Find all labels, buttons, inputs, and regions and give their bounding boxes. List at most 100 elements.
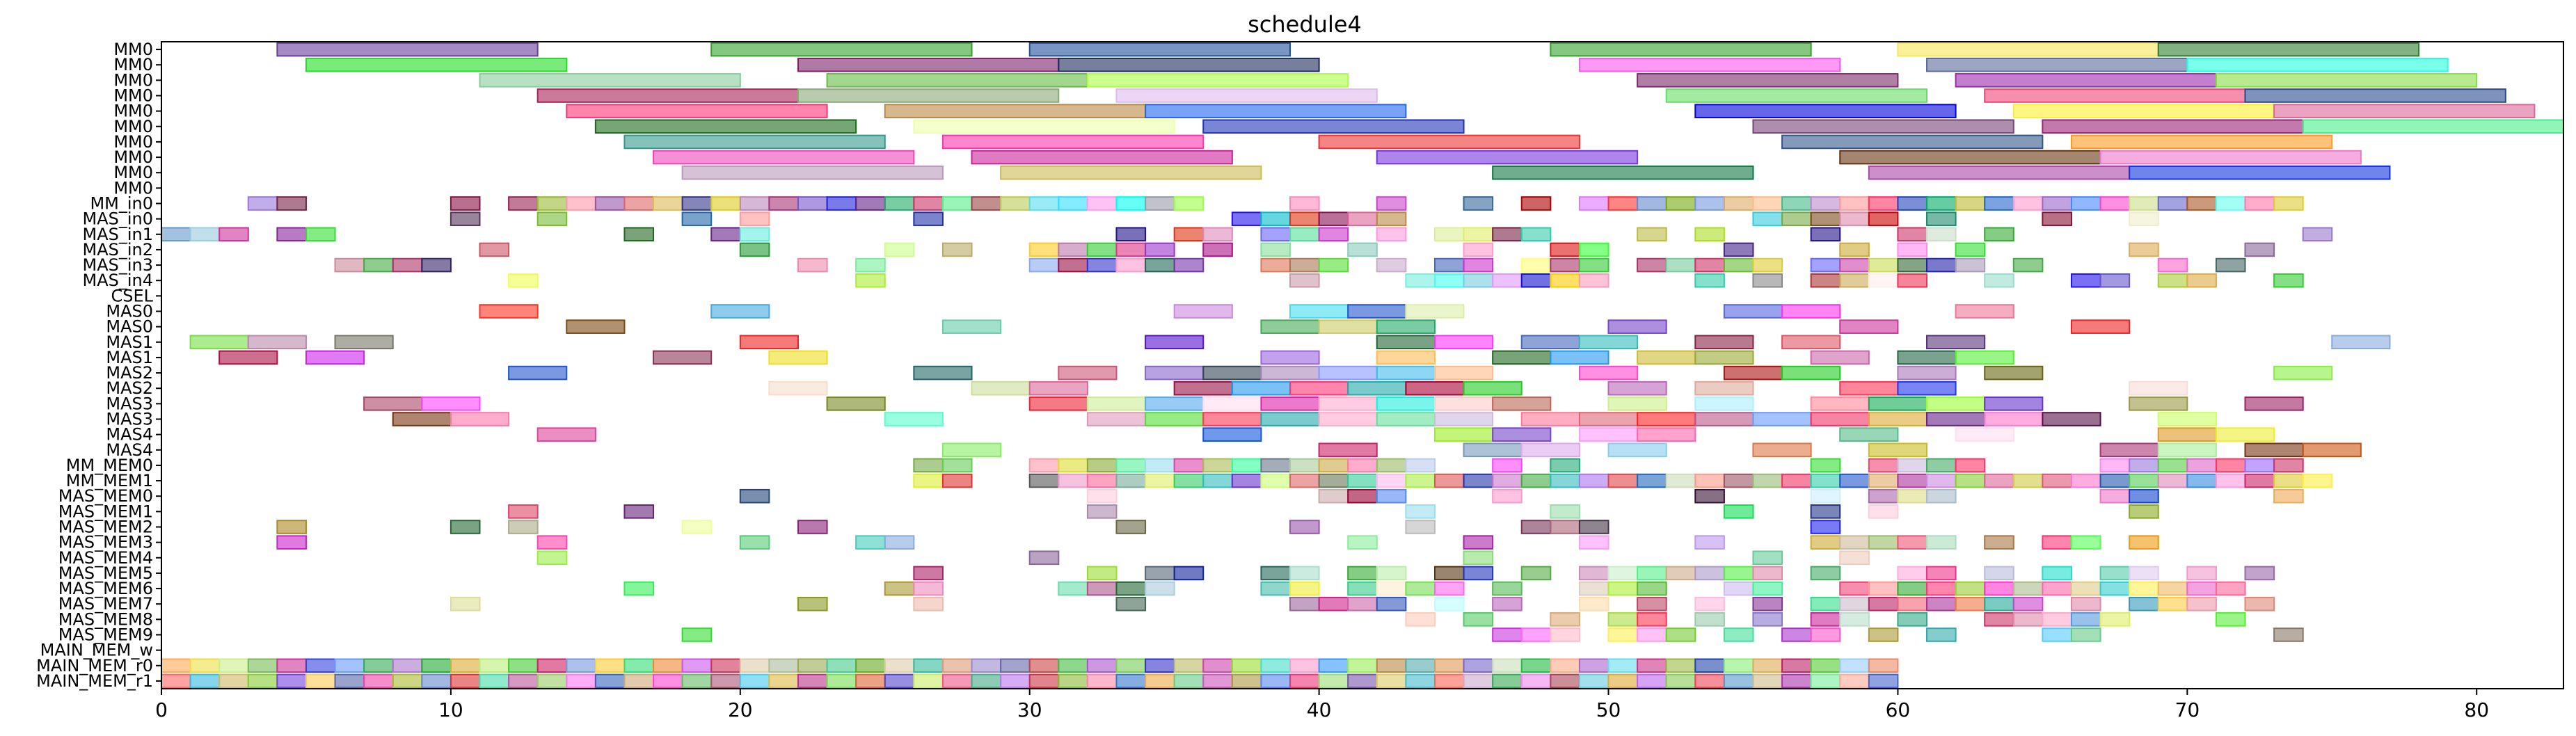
task-bar xyxy=(2215,612,2246,627)
task-bar xyxy=(1086,473,1118,488)
task-bar xyxy=(1405,273,1436,288)
task-bar xyxy=(826,658,857,673)
task-bar xyxy=(1289,227,1320,242)
task-bar xyxy=(1463,257,1494,273)
task-bar xyxy=(1926,57,2188,72)
task-bar xyxy=(1492,397,1552,411)
task-bar xyxy=(2129,473,2159,488)
task-bar xyxy=(768,658,799,673)
task-bar xyxy=(2186,581,2217,596)
task-bar xyxy=(1694,658,1725,673)
task-bar xyxy=(1000,658,1031,673)
y-tick-label: MAS_MEM1 xyxy=(58,502,153,521)
task-bar xyxy=(536,673,568,689)
task-bar xyxy=(1578,365,1639,381)
y-tick-label: MAS_in1 xyxy=(82,225,153,244)
task-bar xyxy=(1984,397,2044,411)
task-bar xyxy=(1145,335,1204,350)
task-bar xyxy=(1955,73,2217,88)
task-bar xyxy=(2244,458,2275,473)
task-bar xyxy=(1578,57,1841,72)
task-bar xyxy=(826,673,857,689)
task-bar xyxy=(1520,257,1552,273)
task-bar xyxy=(1289,473,1320,488)
x-tick-label: 40 xyxy=(1307,698,1332,721)
task-bar xyxy=(1000,673,1031,689)
y-tick-label: MAS2 xyxy=(106,378,153,398)
task-bar xyxy=(1868,196,1899,211)
task-bar xyxy=(1723,304,1783,319)
task-bar xyxy=(479,673,510,689)
task-bar xyxy=(1115,257,1147,273)
task-bar xyxy=(855,196,886,211)
task-bar xyxy=(623,504,655,519)
task-bar xyxy=(1260,473,1291,488)
task-bar xyxy=(1578,412,1639,426)
task-bar xyxy=(1578,596,1609,611)
x-tick-label: 30 xyxy=(1017,698,1042,721)
task-bar xyxy=(1115,658,1147,673)
task-bar xyxy=(247,335,307,350)
task-bar xyxy=(479,658,510,673)
x-tick-label: 10 xyxy=(438,698,463,721)
task-bar xyxy=(739,196,770,211)
y-tick-label: CSEL xyxy=(111,286,153,305)
task-bar xyxy=(2302,473,2333,488)
task-bar xyxy=(1145,242,1175,257)
task-bar xyxy=(1607,627,1639,642)
task-bar xyxy=(2215,257,2246,273)
task-bar xyxy=(1752,442,1812,458)
task-bar xyxy=(1839,196,1870,211)
task-bar xyxy=(653,150,915,165)
task-bar xyxy=(2244,88,2506,103)
task-bar xyxy=(1492,165,1754,180)
task-bar xyxy=(1607,673,1639,689)
task-bar xyxy=(2012,581,2044,596)
task-bar xyxy=(2129,458,2159,473)
task-bar xyxy=(1405,612,1436,627)
task-bar xyxy=(1550,273,1580,288)
task-bar xyxy=(1433,581,1465,596)
task-bar xyxy=(1115,596,1147,611)
task-bar xyxy=(941,442,1002,458)
task-bar xyxy=(1376,658,1407,673)
task-bar xyxy=(2070,473,2101,488)
task-bar xyxy=(1086,257,1118,273)
task-bar xyxy=(623,581,655,596)
task-bar xyxy=(1376,227,1407,242)
task-bar xyxy=(623,196,655,211)
task-bar xyxy=(653,673,683,689)
task-bar xyxy=(1637,658,1667,673)
y-tick-label: MAS_MEM9 xyxy=(58,625,153,645)
task-bar xyxy=(1289,273,1320,288)
y-tick-label: MM0 xyxy=(113,147,153,167)
task-bar xyxy=(1433,473,1465,488)
task-bar xyxy=(1955,196,1986,211)
task-bar xyxy=(1520,442,1580,458)
task-bar xyxy=(1086,504,1118,519)
task-bar xyxy=(1492,427,1552,442)
task-bar xyxy=(1463,442,1522,458)
task-bar xyxy=(1145,257,1175,273)
task-bar xyxy=(1984,535,2014,550)
task-bar xyxy=(1868,488,1899,504)
task-bar xyxy=(1781,304,1841,319)
task-bar xyxy=(1405,673,1436,689)
task-bar xyxy=(1173,473,1204,488)
task-bar xyxy=(1318,211,1349,226)
y-tick-label: MAS_MEM2 xyxy=(58,518,153,537)
task-bar xyxy=(2186,473,2217,488)
task-bar xyxy=(913,458,944,473)
task-bar xyxy=(334,335,394,350)
task-bar xyxy=(1289,211,1320,226)
task-bar xyxy=(1289,673,1320,689)
task-bar xyxy=(1463,673,1494,689)
task-bar xyxy=(479,73,741,88)
task-bar xyxy=(1926,196,1957,211)
task-bar xyxy=(1173,196,1204,211)
task-bar xyxy=(1637,427,1696,442)
task-bar xyxy=(1955,304,2014,319)
task-bar xyxy=(1926,257,1957,273)
task-bar xyxy=(1637,612,1667,627)
task-bar xyxy=(1260,227,1291,242)
